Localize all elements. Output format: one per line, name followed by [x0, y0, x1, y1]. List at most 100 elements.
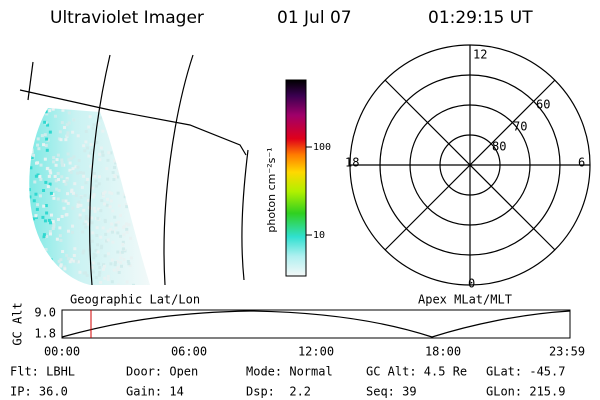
speckle-dot [44, 204, 48, 208]
speckle-dot [87, 125, 91, 129]
speckle-dot [70, 157, 74, 161]
speckle-dot [112, 114, 116, 118]
speckle-dot [23, 279, 26, 282]
speckle-dot [51, 108, 55, 111]
speckle-dot [119, 234, 123, 238]
plot-title: Apex MLat/MLT [418, 293, 512, 307]
speckle-dot [123, 192, 127, 196]
speckle-dot [60, 175, 64, 179]
speckle-dot [42, 233, 46, 237]
speckle-dot [37, 240, 41, 244]
date: 01 Jul 07 [277, 8, 352, 28]
speckle-dot [45, 112, 49, 116]
speckle-dot [101, 194, 105, 198]
speckle-dot [71, 191, 75, 195]
speckle-dot [29, 266, 32, 270]
speckle-dot [72, 155, 76, 159]
speckle-dot [73, 282, 77, 285]
speckle-dot [25, 207, 28, 210]
speckle-dot [48, 169, 52, 173]
speckle-dot [58, 130, 62, 134]
speckle-dot [125, 129, 129, 133]
speckle-dot [114, 226, 118, 230]
speckle-dot [76, 203, 80, 207]
speckle-dot [95, 226, 99, 230]
speckle-dot [60, 163, 64, 167]
speckle-dot [97, 182, 101, 186]
speckle-dot [92, 123, 96, 127]
speckle-dot [92, 256, 96, 260]
speckle-dot [100, 109, 104, 113]
speckle-dot [127, 262, 131, 266]
speckle-dot [66, 131, 70, 135]
speckle-dot [127, 151, 131, 155]
speckle-dot [109, 135, 113, 139]
status-panel: Flt: LBHL Door: Open Mode: Normal GC Alt: 4… [10, 365, 565, 399]
speckle-dot [22, 191, 25, 194]
speckle-dot [29, 239, 32, 243]
speckle-dot [45, 275, 49, 279]
speckle-dot [90, 266, 94, 270]
speckle-dot [91, 126, 95, 130]
y-label: 9.0 [34, 306, 56, 320]
speckle-dot [125, 205, 129, 209]
speckle-dot [107, 151, 111, 155]
speckle-dot [116, 283, 120, 285]
speckle-dot [35, 112, 39, 116]
speckle-dot [48, 109, 52, 113]
speckle-dot [34, 251, 38, 255]
speckle-dot [23, 212, 26, 215]
speckle-dot [89, 101, 92, 104]
speckle-dot [110, 222, 114, 226]
speckle-dot [119, 105, 122, 108]
speckle-dot [77, 200, 81, 204]
speckle-dot [42, 204, 46, 208]
speckle-dot [106, 274, 110, 278]
speckle-dot [71, 167, 75, 171]
speckle-dot [114, 221, 118, 225]
speckle-dot [96, 216, 100, 220]
speckle-dot [32, 199, 36, 203]
speckle-dot [99, 235, 103, 239]
speckle-dot [121, 247, 125, 251]
speckle-dot [129, 176, 133, 180]
speckle-dot [41, 215, 45, 219]
speckle-dot [63, 267, 67, 271]
speckle-dot [25, 187, 28, 190]
speckle-dot [33, 180, 37, 184]
title: Ultraviolet Imager [50, 8, 204, 28]
speckle-dot [72, 118, 76, 122]
speckle-dot [66, 133, 70, 137]
speckle-dot [43, 268, 47, 272]
speckle-dot [98, 270, 102, 274]
speckle-dot [93, 174, 97, 178]
speckle-dot [126, 260, 130, 264]
speckle-dot [105, 239, 109, 243]
speckle-dot [74, 193, 78, 197]
speckle-dot [112, 112, 116, 116]
speckle-dot [128, 153, 132, 157]
speckle-dot [22, 270, 25, 273]
speckle-dot [70, 258, 74, 262]
speckle-dot [115, 175, 119, 179]
speckle-dot [35, 207, 39, 211]
speckle-dot [95, 233, 99, 237]
speckle-dot [89, 164, 93, 168]
speckle-dot [129, 166, 133, 170]
speckle-dot [67, 229, 71, 233]
speckle-dot [44, 180, 48, 184]
speckle-dot [121, 169, 125, 173]
speckle-dot [33, 108, 37, 112]
speckle-dot [101, 129, 105, 133]
speckle-dot [111, 209, 115, 213]
speckle-dot [39, 177, 43, 181]
speckle-dot [82, 208, 86, 212]
speckle-dot [68, 168, 72, 172]
speckle-dot [131, 138, 135, 142]
speckle-dot [55, 158, 59, 162]
speckle-dot [24, 139, 27, 142]
speckle-dot [111, 100, 114, 103]
speckle-dot [111, 134, 115, 138]
speckle-dot [48, 267, 52, 271]
grid-line [163, 54, 194, 286]
